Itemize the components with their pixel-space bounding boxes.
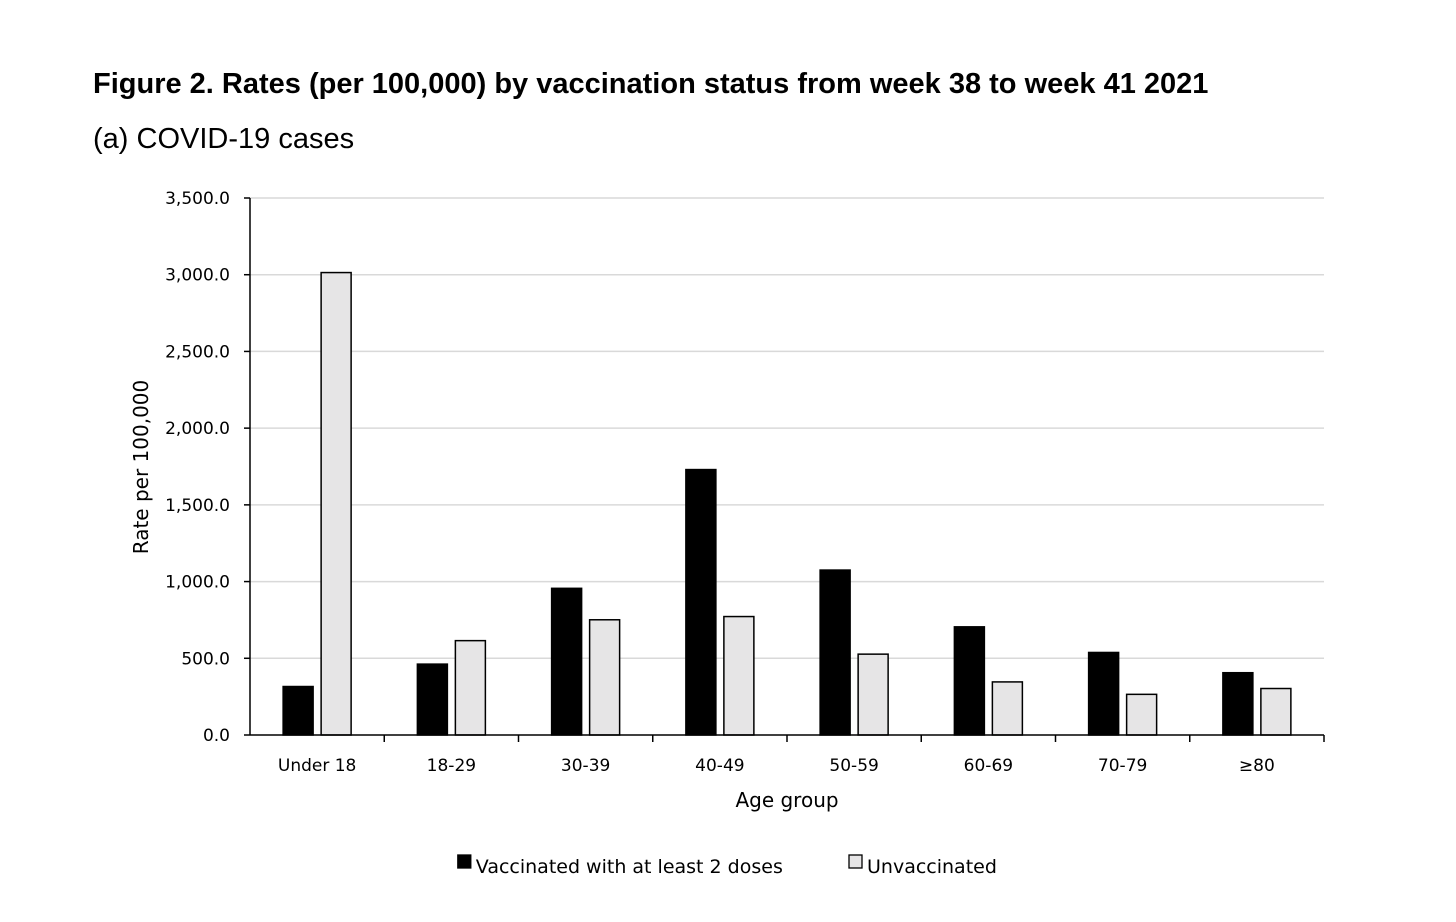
- x-tick-labels: Under 18 18-29 30-39 40-49 50-59 60-69 70-79 ≥8…: [278, 756, 1275, 776]
- legend-label-vaccinated: Vaccinated with at least 2 doses: [476, 856, 783, 878]
- legend: Vaccinated with at least 2 doses Unvaccin…: [457, 854, 997, 878]
- bar-vaccinated: [819, 569, 851, 736]
- bar-unvaccinated: [1125, 693, 1158, 736]
- y-tick-label: 500.0: [181, 649, 230, 669]
- x-tick-label: 60-69: [964, 756, 1013, 776]
- x-tick-label: 40-49: [695, 756, 744, 776]
- bar-vaccinated: [282, 685, 314, 736]
- bar-unvaccinated: [723, 615, 755, 736]
- y-tick-labels: 0.0 500.0 1,000.0 1,500.0 2,000.0 2,500.0 3,00…: [165, 189, 230, 746]
- y-tick-label: 0.0: [203, 726, 230, 746]
- bar-vaccinated: [1087, 651, 1120, 736]
- bar-vaccinated: [1222, 671, 1254, 736]
- x-tick-label: 50-59: [829, 756, 878, 776]
- x-tick-label: ≥80: [1239, 756, 1275, 776]
- bar-unvaccinated: [454, 639, 487, 736]
- figure-title: Figure 2. Rates (per 100,000) by vaccina…: [93, 68, 1209, 100]
- y-tick-label: 3,000.0: [165, 266, 230, 286]
- bar-vaccinated: [685, 468, 717, 736]
- y-tick-label: 1,000.0: [165, 573, 230, 593]
- bar-unvaccinated: [1260, 687, 1292, 736]
- bar-unvaccinated: [857, 653, 889, 736]
- y-tick-label: 1,500.0: [165, 496, 230, 516]
- bar-unvaccinated: [588, 619, 621, 736]
- y-tick-label: 2,500.0: [165, 342, 230, 362]
- legend-swatch-unvaccinated: [848, 854, 863, 869]
- bar-unvaccinated: [320, 271, 352, 736]
- y-tick-label: 2,000.0: [165, 419, 230, 439]
- x-tick-label: 30-39: [561, 756, 610, 776]
- figure-subtitle: (a) COVID-19 cases: [93, 123, 355, 155]
- bars: [282, 271, 1292, 736]
- legend-label-unvaccinated: Unvaccinated: [867, 856, 997, 878]
- x-tick-label: 18-29: [427, 756, 476, 776]
- legend-swatch-vaccinated: [457, 854, 472, 869]
- x-axis-title: Age group: [735, 788, 838, 812]
- bar-vaccinated: [416, 663, 449, 736]
- axes: [244, 197, 1325, 742]
- y-tick-label: 3,500.0: [165, 189, 230, 209]
- y-axis-title: Rate per 100,000: [129, 380, 153, 555]
- bar-vaccinated: [953, 626, 986, 736]
- bar-vaccinated: [550, 587, 583, 736]
- x-tick-label: Under 18: [278, 756, 357, 776]
- gridlines: [250, 197, 1324, 660]
- bar-unvaccinated: [991, 681, 1024, 736]
- x-tick-label: 70-79: [1098, 756, 1147, 776]
